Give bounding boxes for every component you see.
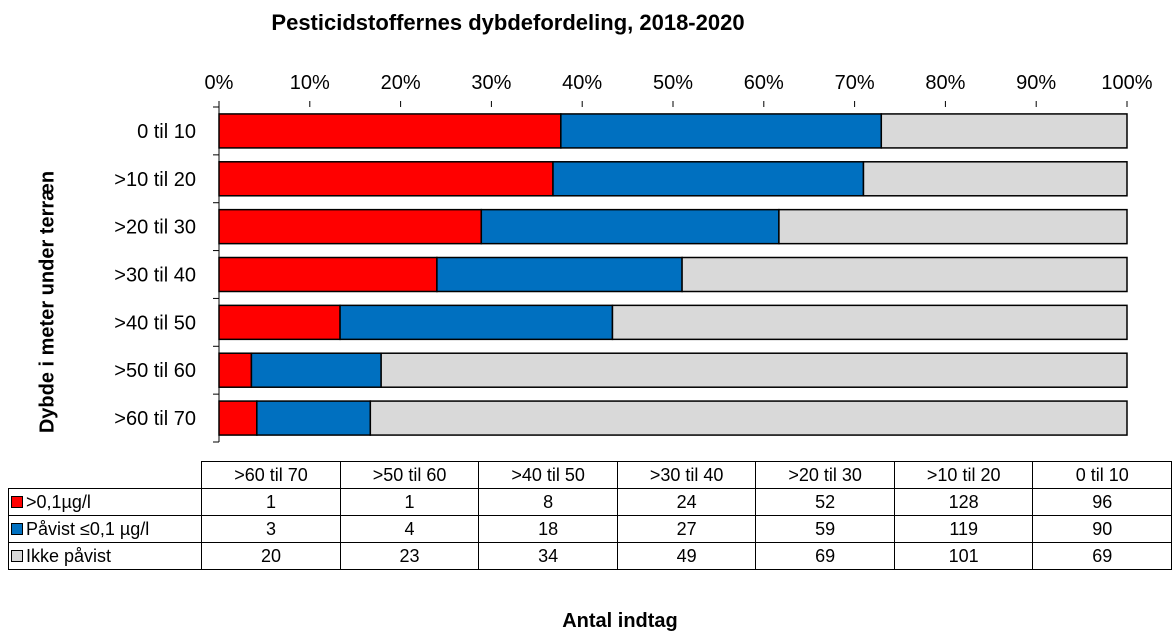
x-tick-label: 20%: [381, 72, 421, 94]
bar-segment: [480, 208, 780, 245]
bar-segment: [339, 304, 614, 341]
table-cell: 24: [616, 488, 757, 516]
x-tick-label: 30%: [471, 72, 511, 94]
bar-segment: [250, 352, 382, 388]
table-column-header: >40 til 50: [478, 461, 618, 489]
bar-segment: [218, 113, 562, 149]
table-cell: 4: [339, 515, 480, 543]
y-category-label: >60 til 70: [114, 408, 196, 430]
bar-segment: [552, 161, 865, 197]
legend-swatch: [11, 522, 23, 535]
bar-segment: [218, 304, 341, 341]
bar-segment: [369, 400, 1128, 436]
bar-segment: [218, 400, 258, 436]
y-category-label: >20 til 30: [114, 217, 196, 239]
table-cell: 90: [1032, 515, 1172, 543]
table-cell: 119: [893, 515, 1034, 543]
table-column-header: >30 til 40: [616, 461, 757, 489]
data-table: >60 til 70 >50 til 60 >40 til 50 >30 til 40…: [7, 461, 1172, 570]
bar-segment: [218, 208, 483, 245]
x-tick-label: 100%: [1101, 72, 1152, 94]
table-cell: 128: [893, 488, 1034, 516]
table-cell: 27: [616, 515, 757, 543]
table-column-header: >50 til 60: [339, 461, 480, 489]
bar-segment: [218, 256, 438, 293]
legend-swatch: [11, 495, 23, 508]
legend-entry: >0,1µg/l: [7, 488, 203, 516]
table-column-header: >10 til 20: [893, 461, 1034, 489]
table-column-header: 0 til 10: [1032, 461, 1172, 489]
bar-segment: [560, 113, 883, 149]
bar-segment: [218, 161, 554, 197]
table-cell: 1: [201, 488, 341, 516]
table-cell: 18: [478, 515, 618, 543]
y-category-label: >40 til 50: [114, 312, 196, 334]
table-cell: 1: [339, 488, 480, 516]
table-cell: 52: [755, 488, 895, 516]
x-tick-label: 50%: [653, 72, 693, 94]
bar-segment: [681, 256, 1128, 293]
x-tick-label: 0%: [205, 72, 234, 94]
x-axis-title: Antal indtag: [562, 610, 678, 632]
legend-label: Ikke påvist: [26, 545, 112, 566]
table-cell: 101: [893, 542, 1034, 570]
table-row: >0,1µg/l 1 1 8 24 52 128 96: [7, 488, 1172, 516]
table-cell: 34: [478, 542, 618, 570]
y-category-label: >10 til 20: [114, 169, 196, 191]
table-cell: 69: [1032, 542, 1172, 570]
legend-label: >0,1µg/l: [26, 491, 91, 512]
legend-label: Påvist ≤0,1 µg/l: [26, 518, 150, 539]
bar-segment: [256, 400, 372, 436]
table-row: Ikke påvist 20 23 34 49 69 101 69: [7, 542, 1172, 570]
bar-segment: [880, 113, 1128, 149]
bar-chart: 0% 10% 20% 30% 40% 50% 60% 70% 80% 90% 100% 0 til 1…: [114, 72, 1153, 443]
x-tick-label: 40%: [562, 72, 602, 94]
y-category-label: >50 til 60: [114, 360, 196, 382]
legend-swatch: [11, 549, 23, 562]
bar-segment: [218, 352, 253, 388]
table-cell: 8: [478, 488, 618, 516]
x-tick-label: 90%: [1016, 72, 1056, 94]
table-corner: [8, 461, 203, 489]
table-column-header: >60 til 70: [201, 461, 341, 489]
x-tick-label: 60%: [744, 72, 784, 94]
table-row: Påvist ≤0,1 µg/l 3 4 18 27 59 119 90: [7, 515, 1172, 543]
chart-title: Pesticidstoffernes dybdefordeling, 2018-…: [271, 10, 745, 35]
x-tick-label: 70%: [835, 72, 875, 94]
x-tick-label: 10%: [290, 72, 330, 94]
x-tick-label: 80%: [925, 72, 965, 94]
y-category-label: 0 til 10: [137, 121, 196, 143]
bar-segment: [611, 304, 1128, 341]
y-category-label: >30 til 40: [114, 265, 196, 287]
bar-segment: [436, 256, 683, 293]
bar-segment: [778, 208, 1128, 245]
bar-segment: [380, 352, 1128, 388]
table-cell: 69: [755, 542, 895, 570]
table-cell: 96: [1032, 488, 1172, 516]
table-cell: 49: [616, 542, 757, 570]
table-cell: 20: [201, 542, 341, 570]
legend-entry: Påvist ≤0,1 µg/l: [7, 515, 203, 543]
table-cell: 3: [201, 515, 341, 543]
table-cell: 23: [339, 542, 480, 570]
table-cell: 59: [755, 515, 895, 543]
bar-segment: [862, 161, 1128, 197]
table-header-row: >60 til 70 >50 til 60 >40 til 50 >30 til 40…: [8, 461, 1172, 489]
table-column-header: >20 til 30: [755, 461, 895, 489]
legend-entry: Ikke påvist: [7, 542, 203, 570]
